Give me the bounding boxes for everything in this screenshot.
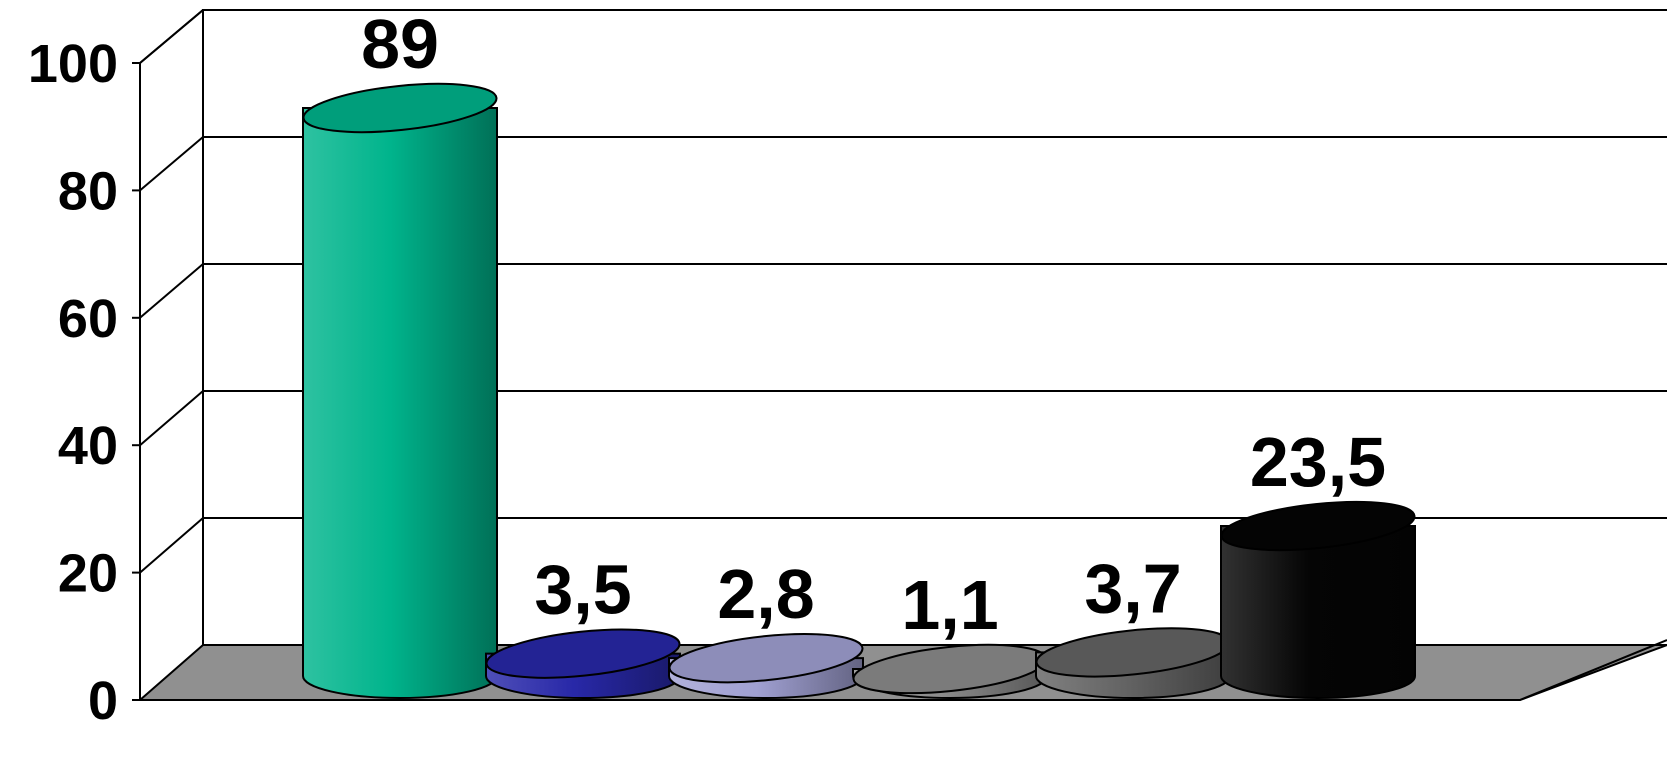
floor-right-edge: [1519, 639, 1667, 701]
bar-body: [1220, 525, 1416, 699]
y-tick-label: 0: [88, 671, 118, 731]
y-tick-label: 40: [58, 416, 118, 476]
bar: [1035, 627, 1231, 699]
y-tick-label: 20: [58, 544, 118, 604]
data-label: 3,5: [534, 551, 631, 629]
y-axis-ticks: 0 20 40 60 80 100: [28, 34, 140, 731]
bar: [485, 628, 681, 699]
bar-top: [1220, 500, 1416, 552]
gridline-side: [139, 517, 204, 574]
bar: [1220, 500, 1416, 699]
gridline-side: [139, 390, 204, 446]
gridline-side: [139, 136, 204, 192]
bar: [852, 643, 1048, 699]
data-label: 2,8: [717, 555, 814, 633]
gridline-side: [139, 263, 204, 319]
bar-top: [668, 633, 864, 684]
bars: [302, 82, 1416, 699]
bar-top: [485, 628, 681, 679]
data-label: 3,7: [1084, 549, 1181, 627]
bar-top: [302, 82, 498, 134]
y-tick-label: 80: [58, 161, 118, 221]
bar-body: [302, 107, 498, 699]
bar: [302, 82, 498, 699]
y-tick-label: 60: [58, 289, 118, 349]
data-label: 23,5: [1250, 423, 1386, 501]
data-label: 89: [361, 5, 439, 83]
y-tick-label: 100: [28, 34, 118, 94]
gridline-side: [139, 9, 204, 64]
data-labels: 89 3,5 2,8 1,1 3,7 23,5: [361, 5, 1386, 644]
bar: [668, 633, 864, 699]
data-label: 1,1: [901, 566, 998, 644]
